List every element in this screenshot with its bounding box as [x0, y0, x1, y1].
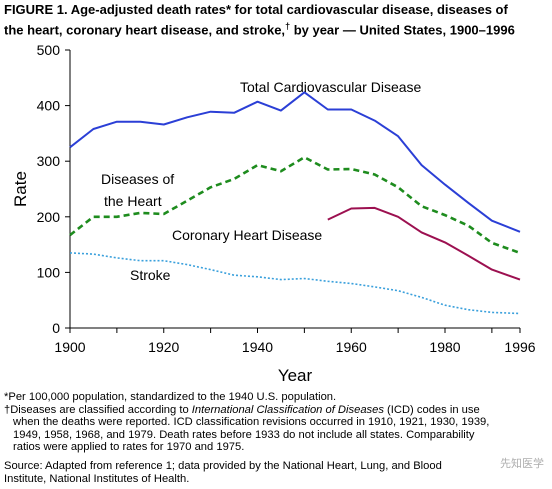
series-line-2: [327, 206, 521, 281]
watermark-logo: 先知医学: [498, 455, 546, 471]
x-axis-title: Year: [278, 366, 313, 385]
labels-layer: Total Cardiovascular Disease Diseases of t…: [101, 79, 422, 283]
chart-axes: 0 100 200 300 400 500 1900 1920 1940 1960 1980 1996…: [11, 42, 536, 385]
series-line-3: [69, 252, 521, 315]
source-line2: Institute, National Institutes of Health…: [4, 472, 190, 485]
footnote-dagger-prefix: †Diseases are classified according to: [4, 403, 192, 416]
series-layer: [69, 91, 521, 315]
footnotes: *Per 100,000 population, standardized to…: [4, 391, 550, 454]
footnote-dagger-line4: ratios were applied to rates for 1970 an…: [13, 441, 245, 454]
figure-title-line1: FIGURE 1. Age-adjusted death rates* for …: [4, 2, 508, 17]
figure-title: FIGURE 1. Age-adjusted death rates* for …: [4, 2, 550, 38]
line-chart: 0 100 200 300 400 500 1900 1920 1940 1960 1980 1996…: [11, 42, 536, 385]
series-annotation-2: the Heart: [104, 193, 162, 209]
y-tick-label: 500: [37, 42, 61, 58]
series-annotation-0: Total Cardiovascular Disease: [240, 79, 422, 95]
x-tick-label: 1940: [242, 339, 273, 355]
x-tick-label: 1960: [336, 339, 367, 355]
footnote-dagger-line3: 1949, 1958, 1968, and 1979. Death rates …: [13, 428, 475, 441]
x-tick-label: 1996: [504, 339, 535, 355]
series-line-1: [69, 156, 521, 255]
y-axis-title: Rate: [11, 171, 30, 207]
y-tick-label: 200: [37, 209, 61, 225]
y-tick-label: 300: [37, 153, 61, 169]
figure-title-line2: the heart, coronary heart disease, and s…: [4, 18, 550, 38]
footnote-dagger-rest: (ICD) codes in use: [383, 403, 480, 416]
y-tick-label: 100: [37, 264, 61, 280]
y-tick-label: 400: [37, 98, 61, 114]
x-tick-label: 1980: [429, 339, 460, 355]
figure-title-line2-end: by year — United States, 1900–1996: [290, 22, 515, 38]
footnote-dagger-line2: when the deaths were reported. ICD class…: [13, 416, 490, 429]
series-annotation-3: Coronary Heart Disease: [172, 227, 322, 243]
x-tick-label: 1900: [54, 339, 85, 355]
source-line1: Source: Adapted from reference 1; data p…: [4, 460, 442, 472]
x-tick-label: 1920: [148, 339, 179, 355]
figure-title-line2-text: the heart, coronary heart disease, and s…: [4, 22, 286, 38]
source-note: Source: Adapted from reference 1; data p…: [4, 460, 550, 485]
figure-title-dagger: †: [285, 21, 291, 31]
series-annotation-1: Diseases of: [101, 171, 174, 187]
footnote-dagger: †Diseases are classified according to In…: [4, 404, 550, 417]
footnote-star: *Per 100,000 population, standardized to…: [4, 391, 337, 403]
series-line-0: [69, 91, 521, 233]
y-tick-label: 0: [52, 320, 60, 336]
chart-container: 0 100 200 300 400 500 1900 1920 1940 1960 1980 1996…: [0, 40, 552, 385]
series-annotation-4: Stroke: [130, 267, 171, 283]
footnote-dagger-italic: International Classification of Diseases: [191, 403, 384, 416]
